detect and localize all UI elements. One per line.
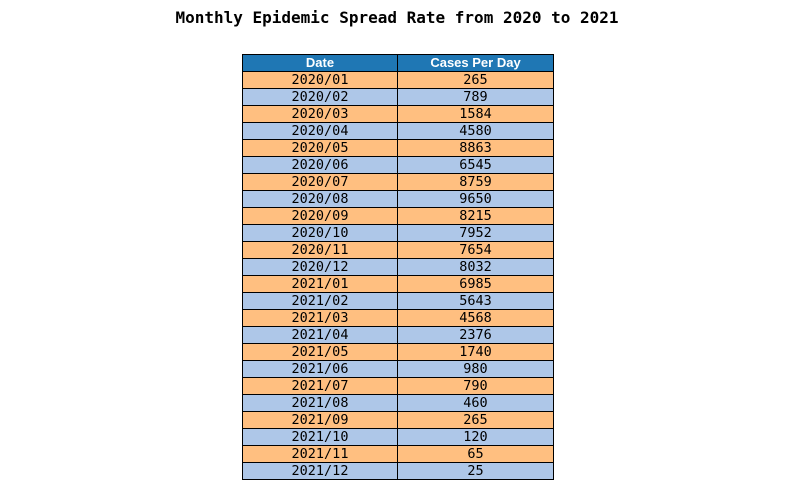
- cell-cases-per-day: 1584: [397, 104, 554, 123]
- cell-date: 2020/08: [242, 189, 398, 208]
- table-row: 2020/02 789: [242, 87, 554, 106]
- cell-date: 2021/12: [242, 461, 398, 480]
- cell-cases-per-day: 65: [397, 444, 554, 463]
- cell-date: 2021/07: [242, 376, 398, 395]
- table-row: 2021/10 120: [242, 427, 554, 446]
- cell-cases-per-day: 789: [397, 87, 554, 106]
- cell-cases-per-day: 6985: [397, 274, 554, 293]
- cell-cases-per-day: 120: [397, 427, 554, 446]
- table-row: 2020/12 8032: [242, 257, 554, 276]
- cell-date: 2020/11: [242, 240, 398, 259]
- table-row: 2021/04 2376: [242, 325, 554, 344]
- table-row: 2021/09 265: [242, 410, 554, 429]
- table-row: 2020/07 8759: [242, 172, 554, 191]
- cell-cases-per-day: 5643: [397, 291, 554, 310]
- table-row: 2021/05 1740: [242, 342, 554, 361]
- cell-date: 2020/01: [242, 70, 398, 89]
- table-row: 2021/12 25: [242, 461, 554, 480]
- cell-date: 2021/05: [242, 342, 398, 361]
- cell-cases-per-day: 8215: [397, 206, 554, 225]
- cell-date: 2020/12: [242, 257, 398, 276]
- cell-cases-per-day: 7654: [397, 240, 554, 259]
- header-date: Date: [242, 54, 398, 72]
- table-row: 2020/01 265: [242, 70, 554, 89]
- table-body: 2020/01 265 2020/02 789 2020/03 1584 2020/04 45…: [242, 70, 554, 480]
- cell-date: 2021/03: [242, 308, 398, 327]
- cell-cases-per-day: 8759: [397, 172, 554, 191]
- cell-cases-per-day: 25: [397, 461, 554, 480]
- cell-cases-per-day: 8032: [397, 257, 554, 276]
- cell-cases-per-day: 7952: [397, 223, 554, 242]
- data-table: Date Cases Per Day 2020/01 265 2020/02 789 2…: [242, 54, 554, 480]
- cell-date: 2020/10: [242, 223, 398, 242]
- cell-cases-per-day: 6545: [397, 155, 554, 174]
- cell-cases-per-day: 4580: [397, 121, 554, 140]
- cell-date: 2021/11: [242, 444, 398, 463]
- cell-cases-per-day: 265: [397, 410, 554, 429]
- cell-date: 2021/06: [242, 359, 398, 378]
- cell-date: 2020/04: [242, 121, 398, 140]
- table-row: 2021/03 4568: [242, 308, 554, 327]
- cell-date: 2020/03: [242, 104, 398, 123]
- table-row: 2020/05 8863: [242, 138, 554, 157]
- table-row: 2021/11 65: [242, 444, 554, 463]
- table-header-row: Date Cases Per Day: [242, 54, 554, 72]
- table-row: 2021/06 980: [242, 359, 554, 378]
- cell-cases-per-day: 4568: [397, 308, 554, 327]
- table-row: 2020/04 4580: [242, 121, 554, 140]
- cell-date: 2021/04: [242, 325, 398, 344]
- table-row: 2021/01 6985: [242, 274, 554, 293]
- table-row: 2020/10 7952: [242, 223, 554, 242]
- cell-cases-per-day: 980: [397, 359, 554, 378]
- cell-date: 2020/09: [242, 206, 398, 225]
- cell-cases-per-day: 2376: [397, 325, 554, 344]
- cell-cases-per-day: 8863: [397, 138, 554, 157]
- table-row: 2021/07 790: [242, 376, 554, 395]
- table-row: 2020/11 7654: [242, 240, 554, 259]
- table-row: 2020/09 8215: [242, 206, 554, 225]
- cell-date: 2020/06: [242, 155, 398, 174]
- table-row: 2020/06 6545: [242, 155, 554, 174]
- table-row: 2020/08 9650: [242, 189, 554, 208]
- cell-date: 2020/05: [242, 138, 398, 157]
- table-row: 2021/02 5643: [242, 291, 554, 310]
- cell-cases-per-day: 9650: [397, 189, 554, 208]
- header-cases-per-day: Cases Per Day: [397, 54, 554, 72]
- table-row: 2021/08 460: [242, 393, 554, 412]
- cell-cases-per-day: 265: [397, 70, 554, 89]
- cell-date: 2021/08: [242, 393, 398, 412]
- cell-cases-per-day: 460: [397, 393, 554, 412]
- table-row: 2020/03 1584: [242, 104, 554, 123]
- chart-title: Monthly Epidemic Spread Rate from 2020 t…: [175, 8, 619, 27]
- cell-date: 2020/07: [242, 172, 398, 191]
- cell-date: 2021/02: [242, 291, 398, 310]
- cell-date: 2021/01: [242, 274, 398, 293]
- cell-cases-per-day: 1740: [397, 342, 554, 361]
- cell-date: 2021/09: [242, 410, 398, 429]
- cell-date: 2021/10: [242, 427, 398, 446]
- cell-cases-per-day: 790: [397, 376, 554, 395]
- cell-date: 2020/02: [242, 87, 398, 106]
